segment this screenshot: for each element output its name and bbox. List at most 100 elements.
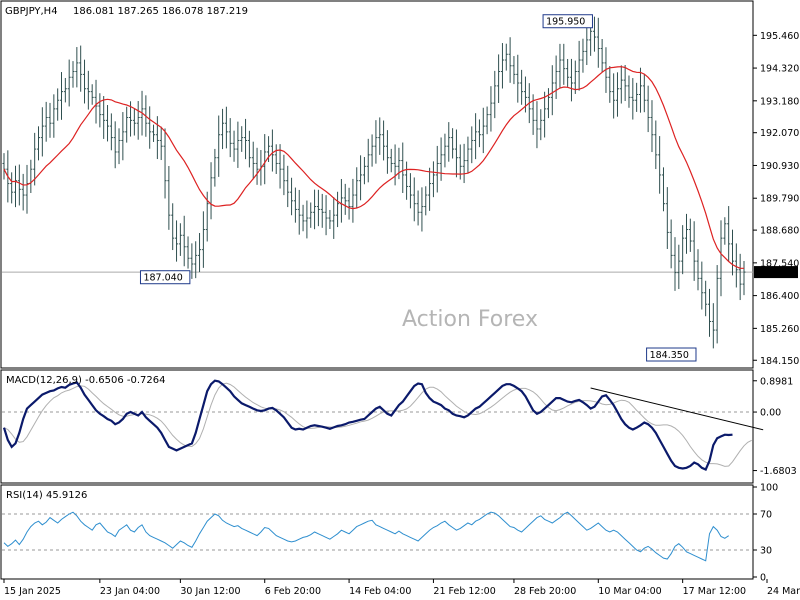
ohlc-bar bbox=[316, 189, 320, 227]
ohlc-bar bbox=[566, 58, 570, 87]
ohlc-bar bbox=[167, 166, 171, 230]
chart-header-symbol: GBPJPY,H4 bbox=[5, 6, 58, 17]
ohlc-bar bbox=[251, 141, 255, 180]
ohlc-bar bbox=[217, 115, 221, 177]
ohlc-bar bbox=[451, 128, 455, 159]
ohlc-bar bbox=[67, 59, 71, 107]
ohlc-bar bbox=[539, 109, 543, 141]
ohlc-bar bbox=[623, 64, 627, 102]
ohlc-bar bbox=[297, 189, 301, 235]
ohlc-bar bbox=[700, 261, 704, 310]
ohlc-bar bbox=[293, 187, 297, 223]
ohlc-bar bbox=[98, 93, 102, 128]
price-tick-label: 188.680 bbox=[760, 226, 799, 237]
macd-indicator: 0.8981 0.00 -1.6803 bbox=[2, 376, 797, 477]
ohlc-bar bbox=[684, 213, 688, 254]
ohlc-bar bbox=[397, 147, 401, 180]
ohlc-bar bbox=[117, 128, 121, 165]
ohlc-bar bbox=[56, 88, 60, 121]
ohlc-bar bbox=[10, 172, 14, 204]
current-price-tag bbox=[754, 266, 798, 279]
ohlc-bar bbox=[75, 47, 79, 88]
ohlc-bar bbox=[719, 220, 723, 297]
ohlc-bar bbox=[658, 136, 662, 194]
ohlc-bar bbox=[347, 187, 351, 220]
ohlc-bar bbox=[730, 229, 734, 276]
ohlc-bar bbox=[673, 237, 677, 291]
ohlc-bar bbox=[221, 108, 225, 150]
ohlc-bar bbox=[301, 204, 305, 232]
ohlc-bar bbox=[63, 77, 67, 103]
ohlc-bar bbox=[121, 112, 125, 161]
ohlc-bar bbox=[48, 102, 52, 138]
ohlc-bar bbox=[393, 144, 397, 186]
price-tick-label: 195.460 bbox=[760, 31, 799, 42]
ohlc-bar bbox=[385, 130, 389, 174]
ohlc-bar bbox=[247, 130, 251, 168]
ohlc-bar bbox=[573, 60, 577, 94]
ohlc-bar bbox=[132, 108, 136, 136]
ohlc-bar bbox=[650, 100, 654, 153]
rsi-tick-label: 100 bbox=[760, 483, 778, 494]
ohlc-bar bbox=[351, 178, 355, 223]
ohlc-bar bbox=[163, 128, 167, 199]
ohlc-bar bbox=[378, 117, 382, 155]
ohlc-bar bbox=[309, 202, 313, 228]
ohlc-bar bbox=[255, 147, 259, 185]
ohlc-bar bbox=[155, 116, 159, 160]
ohlc-bar bbox=[723, 217, 727, 245]
ohlc-bar bbox=[661, 167, 665, 212]
ohlc-bar bbox=[148, 106, 152, 149]
macd-main-line bbox=[2, 379, 733, 471]
ohlc-bar bbox=[447, 122, 451, 162]
ohlc-bar bbox=[596, 17, 600, 68]
ohlc-bar bbox=[405, 161, 409, 200]
ohlc-bar bbox=[286, 165, 290, 208]
ohlc-bar bbox=[278, 144, 282, 189]
ohlc-bar bbox=[428, 167, 432, 211]
ohlc-bar bbox=[274, 144, 278, 174]
ohlc-bar bbox=[520, 69, 524, 105]
macd-signal-line bbox=[3, 382, 752, 467]
ohlc-bar bbox=[481, 107, 485, 154]
price-tick-label: 189.790 bbox=[760, 194, 799, 205]
rsi-tick-label: 30 bbox=[760, 546, 772, 557]
ohlc-bar bbox=[707, 288, 711, 337]
ohlc-bar bbox=[466, 136, 470, 174]
ohlc-bar bbox=[106, 105, 110, 142]
ohlc-bar bbox=[562, 43, 566, 85]
ohlc-bar bbox=[159, 126, 163, 161]
ohlc-bar bbox=[711, 303, 715, 349]
ohlc-bar bbox=[669, 219, 673, 269]
ohlc-bar bbox=[577, 40, 581, 91]
ohlc-bar bbox=[152, 124, 156, 142]
ohlc-bar bbox=[554, 55, 558, 99]
ohlc-bar bbox=[178, 223, 182, 256]
ohlc-bar bbox=[198, 233, 202, 273]
price-tick-label: 186.400 bbox=[760, 291, 799, 302]
time-tick-label: 14 Feb 04:00 bbox=[349, 586, 411, 597]
ohlc-bar bbox=[359, 155, 363, 201]
ohlc-bar bbox=[366, 138, 370, 183]
ohlc-bar bbox=[40, 107, 44, 157]
ohlc-bar bbox=[696, 249, 700, 291]
time-tick-label: 30 Jan 12:00 bbox=[180, 586, 240, 597]
ohlc-bar bbox=[569, 58, 573, 102]
ohlc-bar bbox=[370, 134, 374, 167]
ohlc-bar bbox=[742, 261, 746, 296]
rsi-panel-frame bbox=[0, 484, 754, 580]
time-tick-label: 15 Jan 2025 bbox=[4, 586, 61, 597]
ohlc-bar bbox=[600, 38, 604, 73]
ohlc-bar bbox=[37, 126, 41, 161]
ohlc-bar bbox=[715, 265, 719, 344]
ohlc-bar bbox=[190, 243, 194, 279]
price-annotation-box bbox=[139, 270, 191, 285]
ohlc-bar bbox=[109, 113, 113, 151]
ohlc-bar bbox=[692, 221, 696, 281]
ohlc-bar bbox=[443, 133, 447, 168]
ohlc-bar bbox=[324, 195, 328, 236]
price-tick-label: 185.260 bbox=[760, 324, 799, 335]
ohlc-bar bbox=[186, 236, 190, 269]
ohlc-bar bbox=[546, 88, 550, 119]
ohlc-bar bbox=[362, 157, 366, 185]
